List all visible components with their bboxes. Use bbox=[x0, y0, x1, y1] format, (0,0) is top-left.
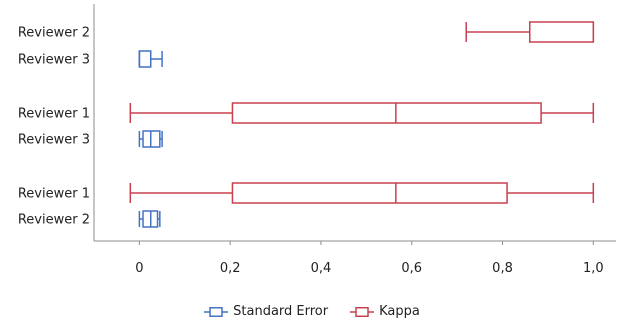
row-label-2: Reviewer 1 bbox=[18, 107, 90, 122]
x-tick-label-2: 0,4 bbox=[311, 261, 332, 276]
legend-item-standard-error: Standard Error bbox=[204, 304, 328, 319]
legend-swatch-kappa bbox=[350, 306, 375, 317]
legend-label-standard-error: Standard Error bbox=[233, 304, 329, 319]
row-label-3: Reviewer 3 bbox=[18, 133, 90, 148]
box-kappa-4: Reviewer 1 bbox=[18, 182, 595, 204]
x-tick-label-3: 0,6 bbox=[401, 261, 422, 276]
box-se-5: Reviewer 2 bbox=[18, 210, 161, 228]
box-kappa-2: Reviewer 1 bbox=[18, 102, 595, 124]
row-label-1: Reviewer 3 bbox=[18, 53, 90, 68]
row-label-4: Reviewer 1 bbox=[18, 187, 90, 202]
row-label-0: Reviewer 2 bbox=[18, 26, 90, 41]
iqr-box-kappa-2 bbox=[231, 102, 542, 124]
x-tick-label-5: 1,0 bbox=[583, 261, 604, 276]
legend-label-kappa: Kappa bbox=[379, 304, 420, 319]
x-tick-label-1: 0,2 bbox=[220, 261, 241, 276]
iqr-box-kappa-4 bbox=[231, 182, 508, 204]
x-tick-label-0: 0 bbox=[135, 261, 143, 276]
legend-item-kappa: Kappa bbox=[350, 304, 420, 319]
iqr-box-se-1 bbox=[138, 50, 152, 68]
legend-swatch-standard-error bbox=[204, 306, 229, 317]
box-se-3: Reviewer 3 bbox=[18, 130, 163, 148]
x-tick-label-4: 0,8 bbox=[492, 261, 513, 276]
box-kappa-0: Reviewer 2 bbox=[18, 21, 595, 43]
iqr-box-kappa-0 bbox=[529, 21, 595, 43]
chart-legend: Standard Error Kappa bbox=[0, 304, 624, 319]
box-se-1: Reviewer 3 bbox=[18, 50, 163, 68]
row-label-5: Reviewer 2 bbox=[18, 213, 90, 228]
